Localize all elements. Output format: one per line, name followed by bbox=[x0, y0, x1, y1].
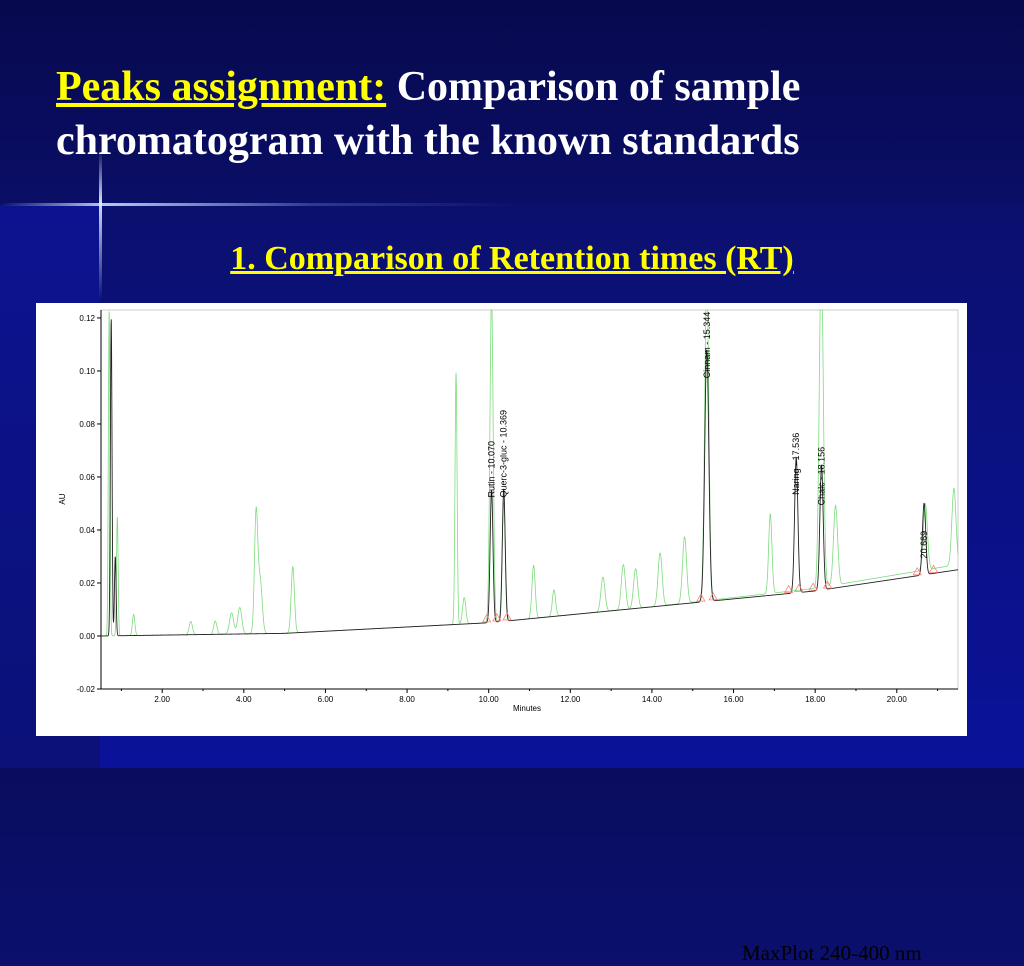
integration-mark bbox=[783, 584, 794, 593]
peak-labels: Rutin - 10.070 Querc-3-gluc - 10.369 Cinna… bbox=[487, 312, 930, 559]
x-tick-label: 8.00 bbox=[399, 695, 415, 704]
peak-label: 20.669 bbox=[919, 531, 929, 559]
peak-label: Querc-3-gluc - 10.369 bbox=[499, 410, 509, 498]
x-tick-label: 4.00 bbox=[236, 695, 252, 704]
integration-marks bbox=[481, 564, 939, 623]
x-tick-label: 10.00 bbox=[479, 695, 500, 704]
y-tick-label: 0.00 bbox=[79, 632, 95, 641]
peak-label: Cinnam - 15.344 bbox=[702, 312, 712, 379]
slide-title: Peaks assignment: Comparison of sample c… bbox=[56, 60, 996, 168]
x-tick-label: 6.00 bbox=[318, 695, 334, 704]
y-tick-label: 0.02 bbox=[79, 579, 95, 588]
integration-mark bbox=[928, 564, 939, 573]
sample-trace bbox=[101, 319, 959, 637]
x-axis-label: Minutes bbox=[513, 704, 541, 713]
integration-mark bbox=[708, 592, 718, 601]
y-tick-label: 0.12 bbox=[79, 314, 95, 323]
integration-mark bbox=[912, 566, 922, 576]
y-ticks: -0.02 0.00 0.02 0.04 0.06 0.08 0.10 0.12 bbox=[77, 314, 101, 694]
integration-mark bbox=[822, 580, 833, 589]
peak-label: Chalc - 18.156 bbox=[817, 447, 827, 506]
y-axis-label: AU bbox=[58, 493, 67, 504]
y-tick-label: 0.08 bbox=[79, 420, 95, 429]
x-tick-label: 20.00 bbox=[887, 695, 908, 704]
integration-mark bbox=[492, 613, 502, 622]
slide-subtitle: 1. Comparison of Retention times (RT) bbox=[230, 240, 794, 277]
x-ticks: 2.00 4.00 6.00 8.00 10.00 12.00 14.00 16.00 18.0… bbox=[120, 689, 939, 704]
y-tick-label: 0.04 bbox=[79, 526, 95, 535]
peak-label: Rutin - 10.070 bbox=[487, 441, 497, 498]
y-tick-label: 0.06 bbox=[79, 473, 95, 482]
x-tick-label: 18.00 bbox=[805, 695, 826, 704]
integration-mark bbox=[808, 582, 818, 591]
integration-mark bbox=[794, 583, 804, 592]
x-tick-label: 14.00 bbox=[642, 695, 663, 704]
title-line2: chromatogram with the known standards bbox=[56, 118, 800, 164]
y-tick-label: -0.02 bbox=[77, 685, 96, 694]
integration-mark bbox=[481, 614, 492, 623]
x-tick-label: 16.00 bbox=[724, 695, 745, 704]
peak-label: Naring - 17.536 bbox=[791, 433, 801, 495]
x-tick-label: 2.00 bbox=[154, 695, 170, 704]
title-band bbox=[0, 0, 1024, 205]
title-line1-rest: Comparison of sample bbox=[386, 64, 801, 110]
y-tick-label: 0.10 bbox=[79, 367, 95, 376]
x-tick-label: 12.00 bbox=[560, 695, 581, 704]
integration-mark bbox=[696, 593, 706, 602]
chromatogram-panel: -0.02 0.00 0.02 0.04 0.06 0.08 0.10 0.12 2.00 4.… bbox=[36, 303, 967, 965]
chromatogram-chart: -0.02 0.00 0.02 0.04 0.06 0.08 0.10 0.12 2.00 4.… bbox=[58, 309, 959, 713]
chromatogram-traces bbox=[101, 309, 959, 637]
title-highlight: Peaks assignment: bbox=[56, 64, 387, 110]
integration-mark bbox=[502, 612, 512, 621]
plot-area-frame bbox=[100, 309, 959, 690]
standards-trace bbox=[101, 309, 959, 637]
light-flare-horizontal bbox=[0, 203, 520, 206]
maxplot-annotation: MaxPlot 240-400 nm bbox=[742, 941, 922, 965]
light-flare-vertical bbox=[99, 150, 102, 300]
